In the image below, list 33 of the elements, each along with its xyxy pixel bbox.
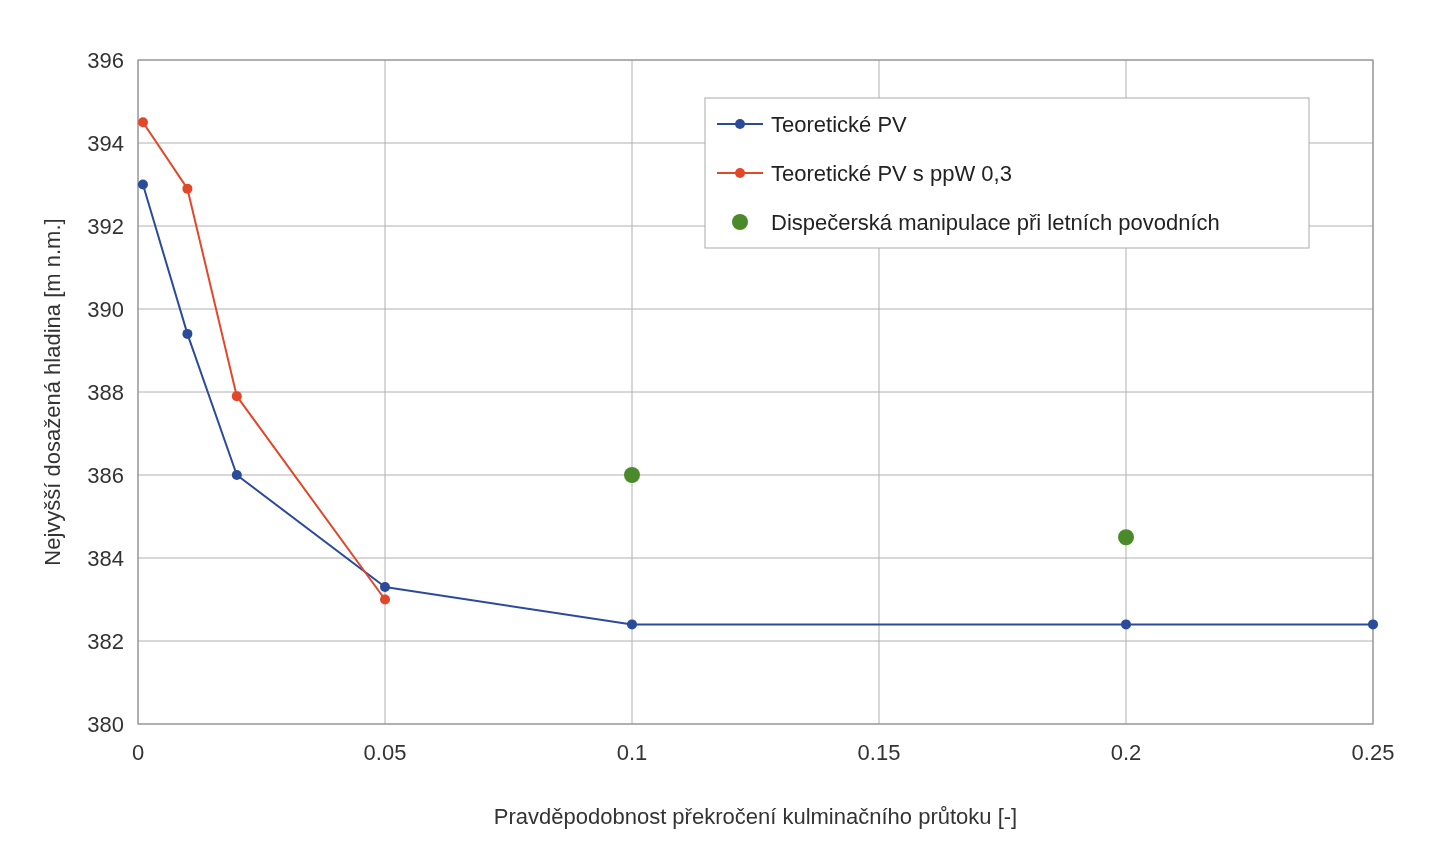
legend-label: Dispečerská manipulace při letních povodních <box>771 210 1220 235</box>
point <box>182 328 193 339</box>
x-tick-label: 0.2 <box>1110 740 1142 765</box>
y-tick-label: 394 <box>87 131 124 156</box>
x-tick-label: 0.25 <box>1351 740 1395 765</box>
point <box>231 391 242 402</box>
y-tick-label: 392 <box>87 214 124 239</box>
x-tick-label: 0.15 <box>857 740 901 765</box>
point <box>137 117 148 128</box>
y-tick-label: 382 <box>87 629 124 654</box>
y-tick-label: 384 <box>87 546 124 571</box>
x-tick-label: 0 <box>131 740 145 765</box>
x-axis-title: Pravděpodobnost překročení kulminačního průtoku [-] <box>493 804 1018 829</box>
point <box>137 179 148 190</box>
x-tick-label: 0.05 <box>363 740 407 765</box>
x-tick-label: 0.1 <box>616 740 648 765</box>
y-tick-label: 388 <box>87 380 124 405</box>
point <box>1121 619 1131 630</box>
point <box>380 594 390 605</box>
y-tick-label: 390 <box>87 297 124 322</box>
point <box>627 619 637 630</box>
y-tick-label: 386 <box>87 463 124 488</box>
point <box>624 467 640 483</box>
point <box>1118 529 1134 546</box>
point <box>231 470 242 480</box>
point <box>1368 619 1378 630</box>
legend-label: Teoretické PV s ppW 0,3 <box>771 161 1012 186</box>
legend-label: Teoretické PV <box>771 112 908 137</box>
y-axis-title: Nejvyšší dosažená hladina [m n.m.] <box>40 218 65 566</box>
y-tick-label: 380 <box>87 712 124 737</box>
point <box>182 183 193 194</box>
point <box>380 582 390 593</box>
y-tick-label: 396 <box>87 48 124 73</box>
